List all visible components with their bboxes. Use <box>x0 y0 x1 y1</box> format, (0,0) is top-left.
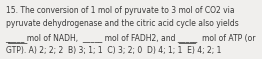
Text: _____ mol of NADH,  _____ mol of FADH2, and _____  mol of ATP (or: _____ mol of NADH, _____ mol of FADH2, a… <box>6 33 256 42</box>
Text: 15. The conversion of 1 mol of pyruvate to 3 mol of CO2 via: 15. The conversion of 1 mol of pyruvate … <box>6 6 234 15</box>
Text: GTP). A) 2; 2; 2  B) 3; 1; 1  C) 3; 2; 0  D) 4; 1; 1  E) 4; 2; 1: GTP). A) 2; 2; 2 B) 3; 1; 1 C) 3; 2; 0 D… <box>6 46 221 55</box>
Text: pyruvate dehydrogenase and the citric acid cycle also yields: pyruvate dehydrogenase and the citric ac… <box>6 19 238 28</box>
